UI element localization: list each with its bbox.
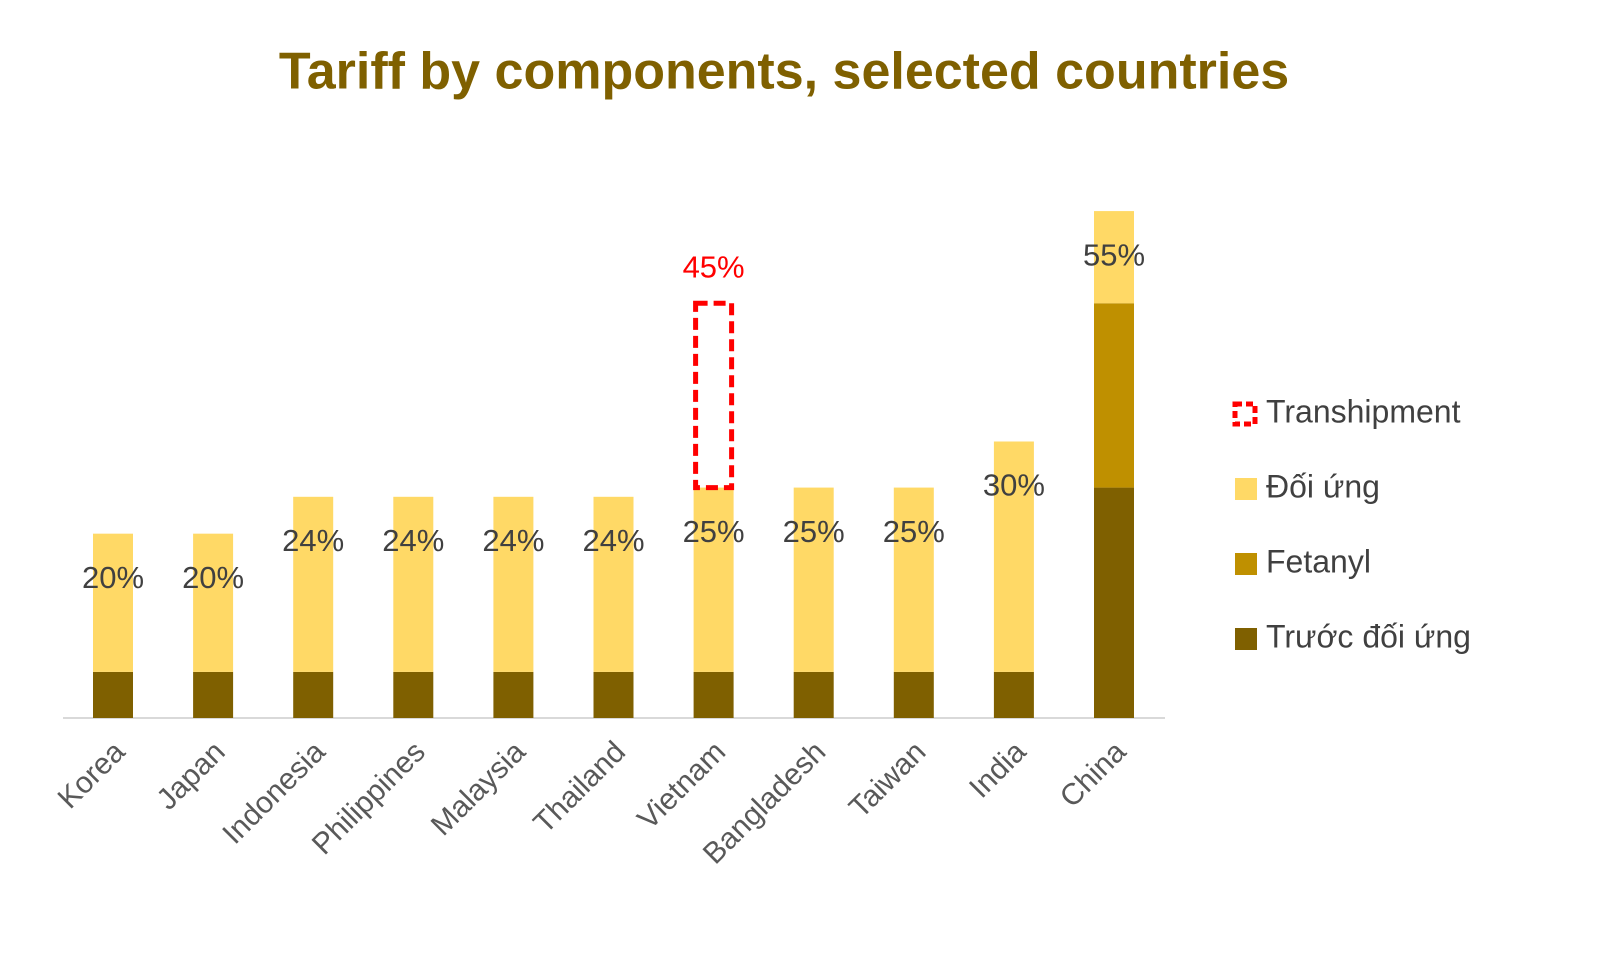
bar	[293, 496, 334, 672]
total-label: 24%	[582, 523, 644, 558]
total-label: 20%	[82, 560, 144, 595]
total-label: 55%	[1083, 237, 1145, 272]
bar	[693, 671, 734, 718]
legend-label: Transhipment	[1266, 393, 1461, 429]
bar	[593, 671, 634, 718]
bar	[393, 496, 434, 672]
legend-label: Đối ứng	[1266, 468, 1380, 504]
bar	[393, 671, 434, 718]
legend-label: Fetanyl	[1266, 543, 1371, 579]
bar	[593, 496, 634, 672]
bar	[893, 487, 934, 672]
legend-swatch	[1235, 478, 1257, 500]
bar	[893, 671, 934, 718]
total-label: 25%	[683, 514, 745, 549]
bar	[93, 671, 133, 718]
bar	[193, 671, 234, 718]
chart-title: Tariff by components, selected countries	[279, 43, 1289, 101]
bar	[793, 671, 834, 718]
bar	[93, 533, 133, 672]
bar	[993, 671, 1034, 718]
x-tick-label: Thailand	[527, 735, 632, 840]
bar	[793, 487, 834, 672]
x-tick-label: Taiwan	[843, 735, 932, 824]
bar	[493, 496, 534, 672]
bar	[193, 533, 234, 672]
total-label: 30%	[983, 468, 1045, 503]
total-label: 24%	[282, 523, 344, 558]
annotation: 45%	[683, 249, 745, 284]
transhipment-bar	[693, 300, 735, 491]
x-tick-label: Korea	[52, 735, 132, 815]
total-label: 24%	[382, 523, 444, 558]
x-tick-label: China	[1054, 735, 1133, 814]
legend-label: Trước đối ứng	[1266, 618, 1471, 654]
legend-swatch	[1235, 628, 1257, 650]
bar	[1094, 211, 1134, 304]
legend-swatch	[1235, 553, 1257, 575]
total-label: 20%	[182, 560, 244, 595]
total-label: 25%	[783, 514, 845, 549]
total-label: 25%	[883, 514, 945, 549]
bar	[1094, 303, 1134, 488]
x-tick-label: Vietnam	[631, 735, 732, 836]
bar	[293, 671, 334, 718]
bar	[993, 441, 1034, 672]
x-tick-label: India	[963, 735, 1033, 805]
bar	[1094, 487, 1134, 718]
total-label: 24%	[482, 523, 544, 558]
x-tick-label: Japan	[151, 735, 232, 816]
bar	[493, 671, 534, 718]
legend-swatch	[1232, 401, 1258, 427]
x-tick-label: Malaysia	[425, 735, 532, 842]
bar	[693, 487, 734, 672]
